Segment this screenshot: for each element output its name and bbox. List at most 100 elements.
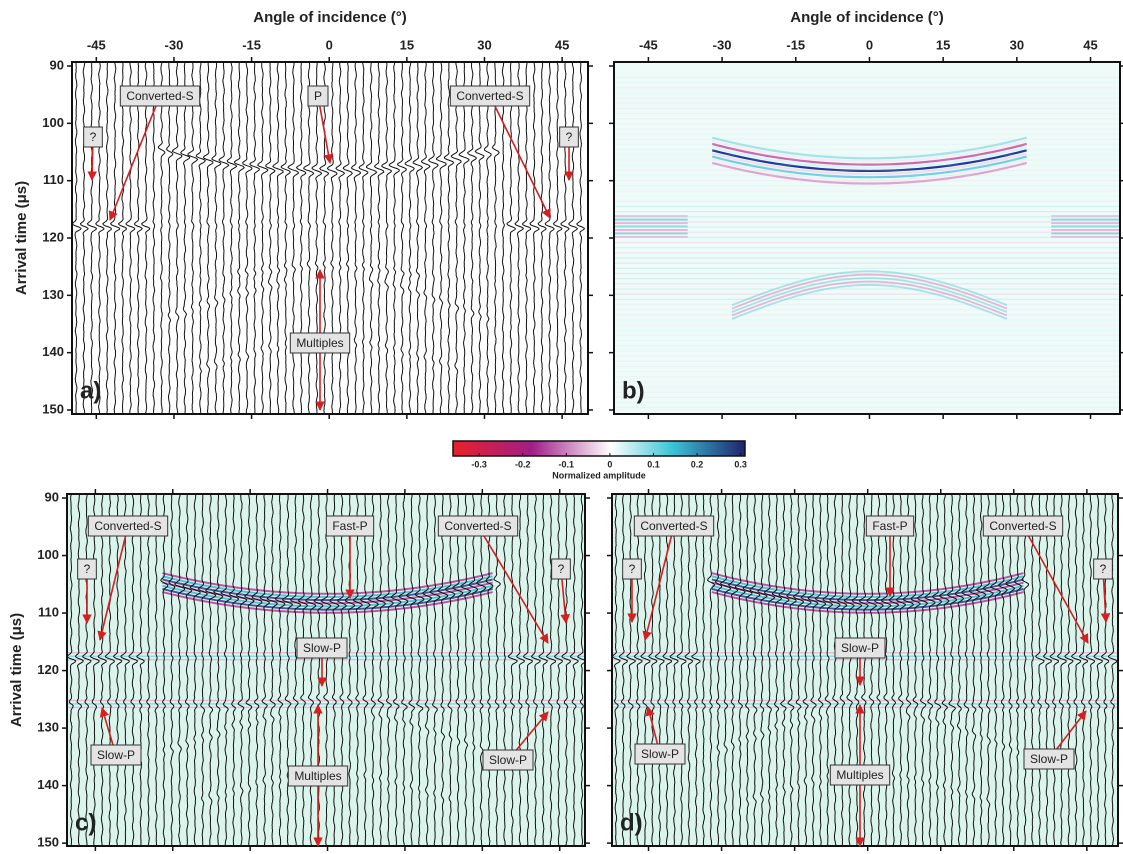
annotation-label: Converted-S bbox=[94, 519, 161, 533]
trace bbox=[405, 494, 417, 846]
colorbar-tick-label: 0.2 bbox=[691, 459, 704, 469]
trace bbox=[335, 62, 346, 414]
trace bbox=[822, 494, 834, 846]
trace bbox=[523, 494, 533, 846]
annotation-arrow bbox=[108, 95, 161, 221]
trace bbox=[359, 494, 371, 846]
trace bbox=[1013, 494, 1022, 846]
annotation-label: Slow-P bbox=[303, 641, 341, 655]
trace bbox=[74, 494, 84, 846]
trace bbox=[757, 494, 768, 846]
trace bbox=[837, 494, 848, 846]
trace bbox=[1005, 494, 1016, 846]
annotation-box bbox=[559, 126, 579, 148]
annotation-label: ? bbox=[84, 562, 91, 576]
trace bbox=[113, 494, 123, 846]
trace bbox=[259, 494, 270, 846]
trace bbox=[544, 62, 555, 414]
event-band bbox=[711, 575, 1024, 598]
trace bbox=[1093, 494, 1104, 846]
panel: d) Converted-S Fast-P Converted-S? ? Slow-P Sl… bbox=[607, 489, 1123, 851]
trace bbox=[375, 494, 386, 846]
y-tick-label: 150 bbox=[37, 835, 59, 850]
trace bbox=[1101, 494, 1110, 846]
trace bbox=[577, 494, 585, 846]
annotation-label: Multiples bbox=[296, 336, 343, 350]
annotation-label: Slow-P bbox=[641, 747, 679, 761]
annotation-box bbox=[633, 515, 715, 537]
event-band bbox=[711, 142, 1027, 166]
trace bbox=[72, 62, 82, 414]
annotation-label: Slow-P bbox=[97, 748, 135, 762]
trace bbox=[1107, 494, 1118, 846]
trace bbox=[125, 62, 136, 414]
trace bbox=[800, 494, 812, 846]
trace bbox=[954, 494, 965, 846]
trace bbox=[552, 62, 563, 414]
annotation-label: Fast-P bbox=[872, 519, 907, 533]
trace bbox=[707, 494, 716, 846]
trace bbox=[640, 494, 651, 846]
trace bbox=[266, 494, 278, 846]
annotation-label: ? bbox=[90, 130, 97, 144]
trace bbox=[778, 494, 790, 846]
trace bbox=[458, 62, 470, 414]
trace bbox=[1021, 494, 1030, 846]
colorbar-tick-label: 0.3 bbox=[734, 459, 747, 469]
trace bbox=[764, 494, 776, 846]
event-band bbox=[731, 280, 1008, 317]
event-band bbox=[711, 591, 1024, 614]
y-axis-title: Arrival time (μs) bbox=[8, 613, 25, 727]
annotation-box bbox=[90, 744, 142, 766]
trace bbox=[382, 494, 394, 846]
trace bbox=[749, 494, 761, 846]
trace bbox=[576, 62, 586, 414]
annotation-box bbox=[622, 558, 642, 580]
trace bbox=[568, 62, 578, 414]
trace bbox=[931, 494, 942, 846]
trace bbox=[187, 62, 199, 414]
trace bbox=[337, 494, 347, 846]
trace bbox=[483, 62, 492, 414]
trace bbox=[436, 62, 447, 414]
trace bbox=[452, 494, 464, 846]
annotation-label: ? bbox=[1100, 562, 1107, 576]
event-band bbox=[711, 161, 1027, 185]
trace bbox=[507, 494, 518, 846]
annotation-box bbox=[449, 85, 531, 107]
trace bbox=[303, 62, 315, 414]
trace bbox=[280, 62, 291, 414]
annotation-box bbox=[829, 764, 891, 786]
trace bbox=[202, 62, 214, 414]
trace bbox=[198, 494, 208, 846]
trace bbox=[669, 494, 679, 846]
trace bbox=[429, 494, 441, 846]
annotation-label: Multiples bbox=[836, 768, 883, 782]
trace bbox=[141, 62, 151, 414]
trace bbox=[136, 494, 145, 846]
trace bbox=[358, 62, 369, 414]
trace bbox=[326, 62, 338, 414]
trace bbox=[168, 494, 176, 846]
trace bbox=[997, 494, 1008, 846]
trace bbox=[272, 62, 284, 414]
trace bbox=[881, 494, 892, 846]
annotation-label: Converted-S bbox=[640, 519, 707, 533]
trace bbox=[95, 62, 105, 414]
annotation-label: ? bbox=[558, 562, 565, 576]
trace bbox=[242, 62, 253, 414]
trace bbox=[924, 494, 936, 846]
trace bbox=[195, 62, 206, 414]
trace bbox=[648, 494, 658, 846]
trace bbox=[1043, 494, 1053, 846]
annotation-box bbox=[834, 637, 886, 659]
trace bbox=[180, 62, 191, 414]
trace bbox=[492, 62, 500, 414]
event-band bbox=[711, 152, 1027, 176]
trace bbox=[257, 62, 269, 414]
event-band bbox=[711, 587, 1024, 611]
trace bbox=[251, 494, 263, 846]
annotation-box bbox=[1093, 558, 1113, 580]
trace bbox=[1079, 494, 1089, 846]
x-tick-label: 0 bbox=[326, 37, 333, 52]
